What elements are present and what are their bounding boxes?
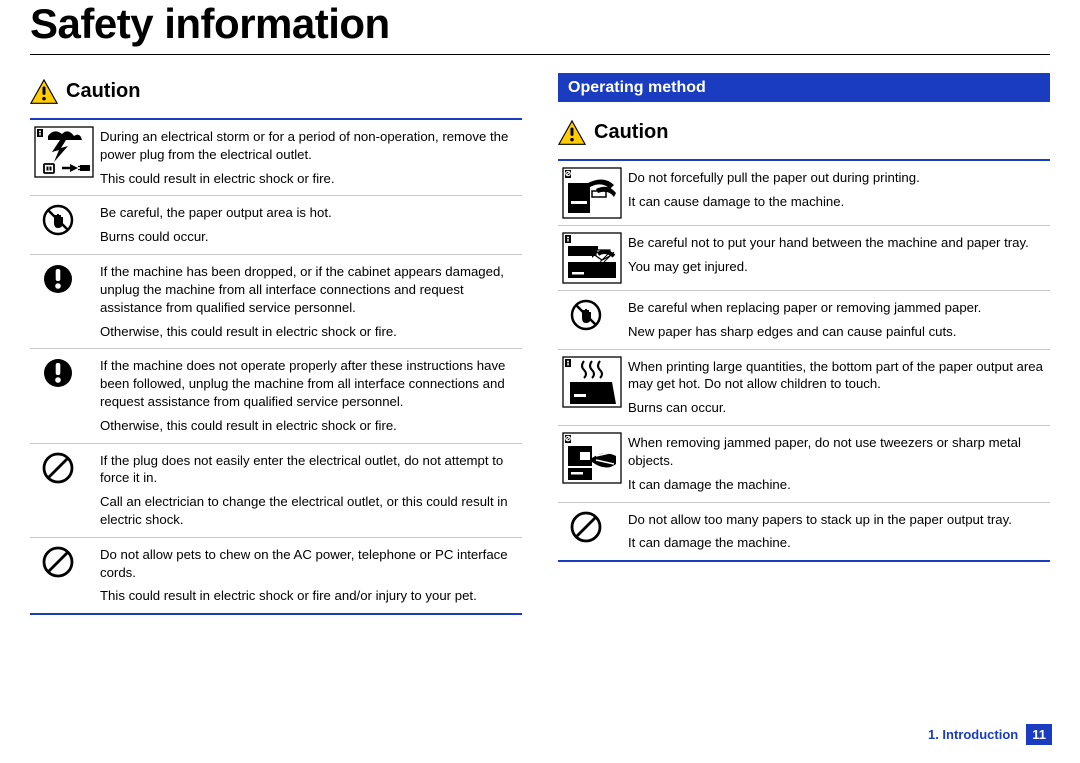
row-text: Do not allow too many papers to stack up…: [628, 509, 1050, 555]
row-sub-text: It can damage the machine.: [628, 476, 1046, 494]
prohibit-circle-icon: [30, 544, 100, 578]
row-text: During an electrical storm or for a peri…: [100, 126, 522, 189]
table-row: During an electrical storm or for a peri…: [30, 120, 522, 196]
table-row: Do not forcefully pull the paper out dur…: [558, 161, 1050, 226]
row-text: If the machine does not operate properly…: [100, 355, 522, 436]
right-column: Operating method Caution: [558, 73, 1050, 615]
table-row: Be careful when replacing paper or remov…: [558, 291, 1050, 350]
warning-triangle-icon: [30, 79, 58, 104]
caution-label: Caution: [66, 80, 140, 103]
no-touch-circle-icon: [30, 202, 100, 236]
prohibit-circle-icon: [30, 450, 100, 484]
row-main-text: If the plug does not easily enter the el…: [100, 452, 518, 488]
table-row: Be careful not to put your hand between …: [558, 226, 1050, 291]
columns: Caution During an electrical storm or fo…: [30, 73, 1050, 615]
table-row: When removing jammed paper, do not use t…: [558, 426, 1050, 502]
warning-triangle-icon: [558, 120, 586, 145]
row-text: Do not allow pets to chew on the AC powe…: [100, 544, 522, 607]
table-row: If the machine has been dropped, or if t…: [30, 255, 522, 349]
row-sub-text: Burns can occur.: [628, 399, 1046, 417]
left-column: Caution During an electrical storm or fo…: [30, 73, 522, 615]
table-row: Do not allow pets to chew on the AC powe…: [30, 538, 522, 613]
no-touch-circle-icon: [558, 297, 628, 331]
row-main-text: Be careful not to put your hand between …: [628, 234, 1046, 252]
row-main-text: If the machine has been dropped, or if t…: [100, 263, 518, 316]
table-row: If the machine does not operate properly…: [30, 349, 522, 443]
table-row: Do not allow too many papers to stack up…: [558, 503, 1050, 561]
row-text: Be careful when replacing paper or remov…: [628, 297, 1050, 343]
row-sub-text: Otherwise, this could result in electric…: [100, 417, 518, 435]
row-text: If the machine has been dropped, or if t…: [100, 261, 522, 342]
row-main-text: When printing large quantities, the bott…: [628, 358, 1046, 394]
page-title: Safety information: [30, 0, 1050, 48]
caution-table-left: During an electrical storm or for a peri…: [30, 118, 522, 615]
row-sub-text: New paper has sharp edges and can cause …: [628, 323, 1046, 341]
caution-heading-right: Caution: [558, 120, 1050, 145]
footer-page-number: 11: [1026, 724, 1052, 745]
hand-tray-icon: [558, 232, 628, 284]
row-text: Do not forcefully pull the paper out dur…: [628, 167, 1050, 213]
row-main-text: Be careful, the paper output area is hot…: [100, 204, 518, 222]
row-main-text: Be careful when replacing paper or remov…: [628, 299, 1046, 317]
caution-label: Caution: [594, 121, 668, 144]
footer-chapter: 1. Introduction: [928, 727, 1018, 742]
page-root: Safety information Caution: [0, 0, 1080, 615]
row-main-text: Do not forcefully pull the paper out dur…: [628, 169, 1046, 187]
row-sub-text: Otherwise, this could result in electric…: [100, 323, 518, 341]
row-text: When removing jammed paper, do not use t…: [628, 432, 1050, 495]
row-text: When printing large quantities, the bott…: [628, 356, 1050, 419]
title-rule: [30, 54, 1050, 55]
row-sub-text: It can cause damage to the machine.: [628, 193, 1046, 211]
page-footer: 1. Introduction 11: [928, 724, 1052, 745]
prohibit-circle-icon: [558, 509, 628, 543]
row-sub-text: Call an electrician to change the electr…: [100, 493, 518, 529]
row-sub-text: This could result in electric shock or f…: [100, 587, 518, 605]
caution-heading-left: Caution: [30, 79, 522, 104]
row-main-text: Do not allow too many papers to stack up…: [628, 511, 1046, 529]
table-row: Be careful, the paper output area is hot…: [30, 196, 522, 255]
no-tweezers-icon: [558, 432, 628, 484]
row-text: Be careful, the paper output area is hot…: [100, 202, 522, 248]
row-sub-text: This could result in electric shock or f…: [100, 170, 518, 188]
row-main-text: When removing jammed paper, do not use t…: [628, 434, 1046, 470]
row-main-text: If the machine does not operate properly…: [100, 357, 518, 410]
table-row: When printing large quantities, the bott…: [558, 350, 1050, 426]
row-main-text: Do not allow pets to chew on the AC powe…: [100, 546, 518, 582]
row-text: If the plug does not easily enter the el…: [100, 450, 522, 531]
table-row: If the plug does not easily enter the el…: [30, 444, 522, 538]
row-main-text: During an electrical storm or for a peri…: [100, 128, 518, 164]
section-bar: Operating method: [558, 73, 1050, 102]
pull-paper-icon: [558, 167, 628, 219]
row-sub-text: You may get injured.: [628, 258, 1046, 276]
caution-table-right: Do not forcefully pull the paper out dur…: [558, 159, 1050, 562]
row-text: Be careful not to put your hand between …: [628, 232, 1050, 278]
row-sub-text: Burns could occur.: [100, 228, 518, 246]
row-sub-text: It can damage the machine.: [628, 534, 1046, 552]
hot-output-icon: [558, 356, 628, 408]
exclaim-circle-icon: [30, 355, 100, 389]
exclaim-circle-icon: [30, 261, 100, 295]
storm-unplug-icon: [30, 126, 100, 178]
